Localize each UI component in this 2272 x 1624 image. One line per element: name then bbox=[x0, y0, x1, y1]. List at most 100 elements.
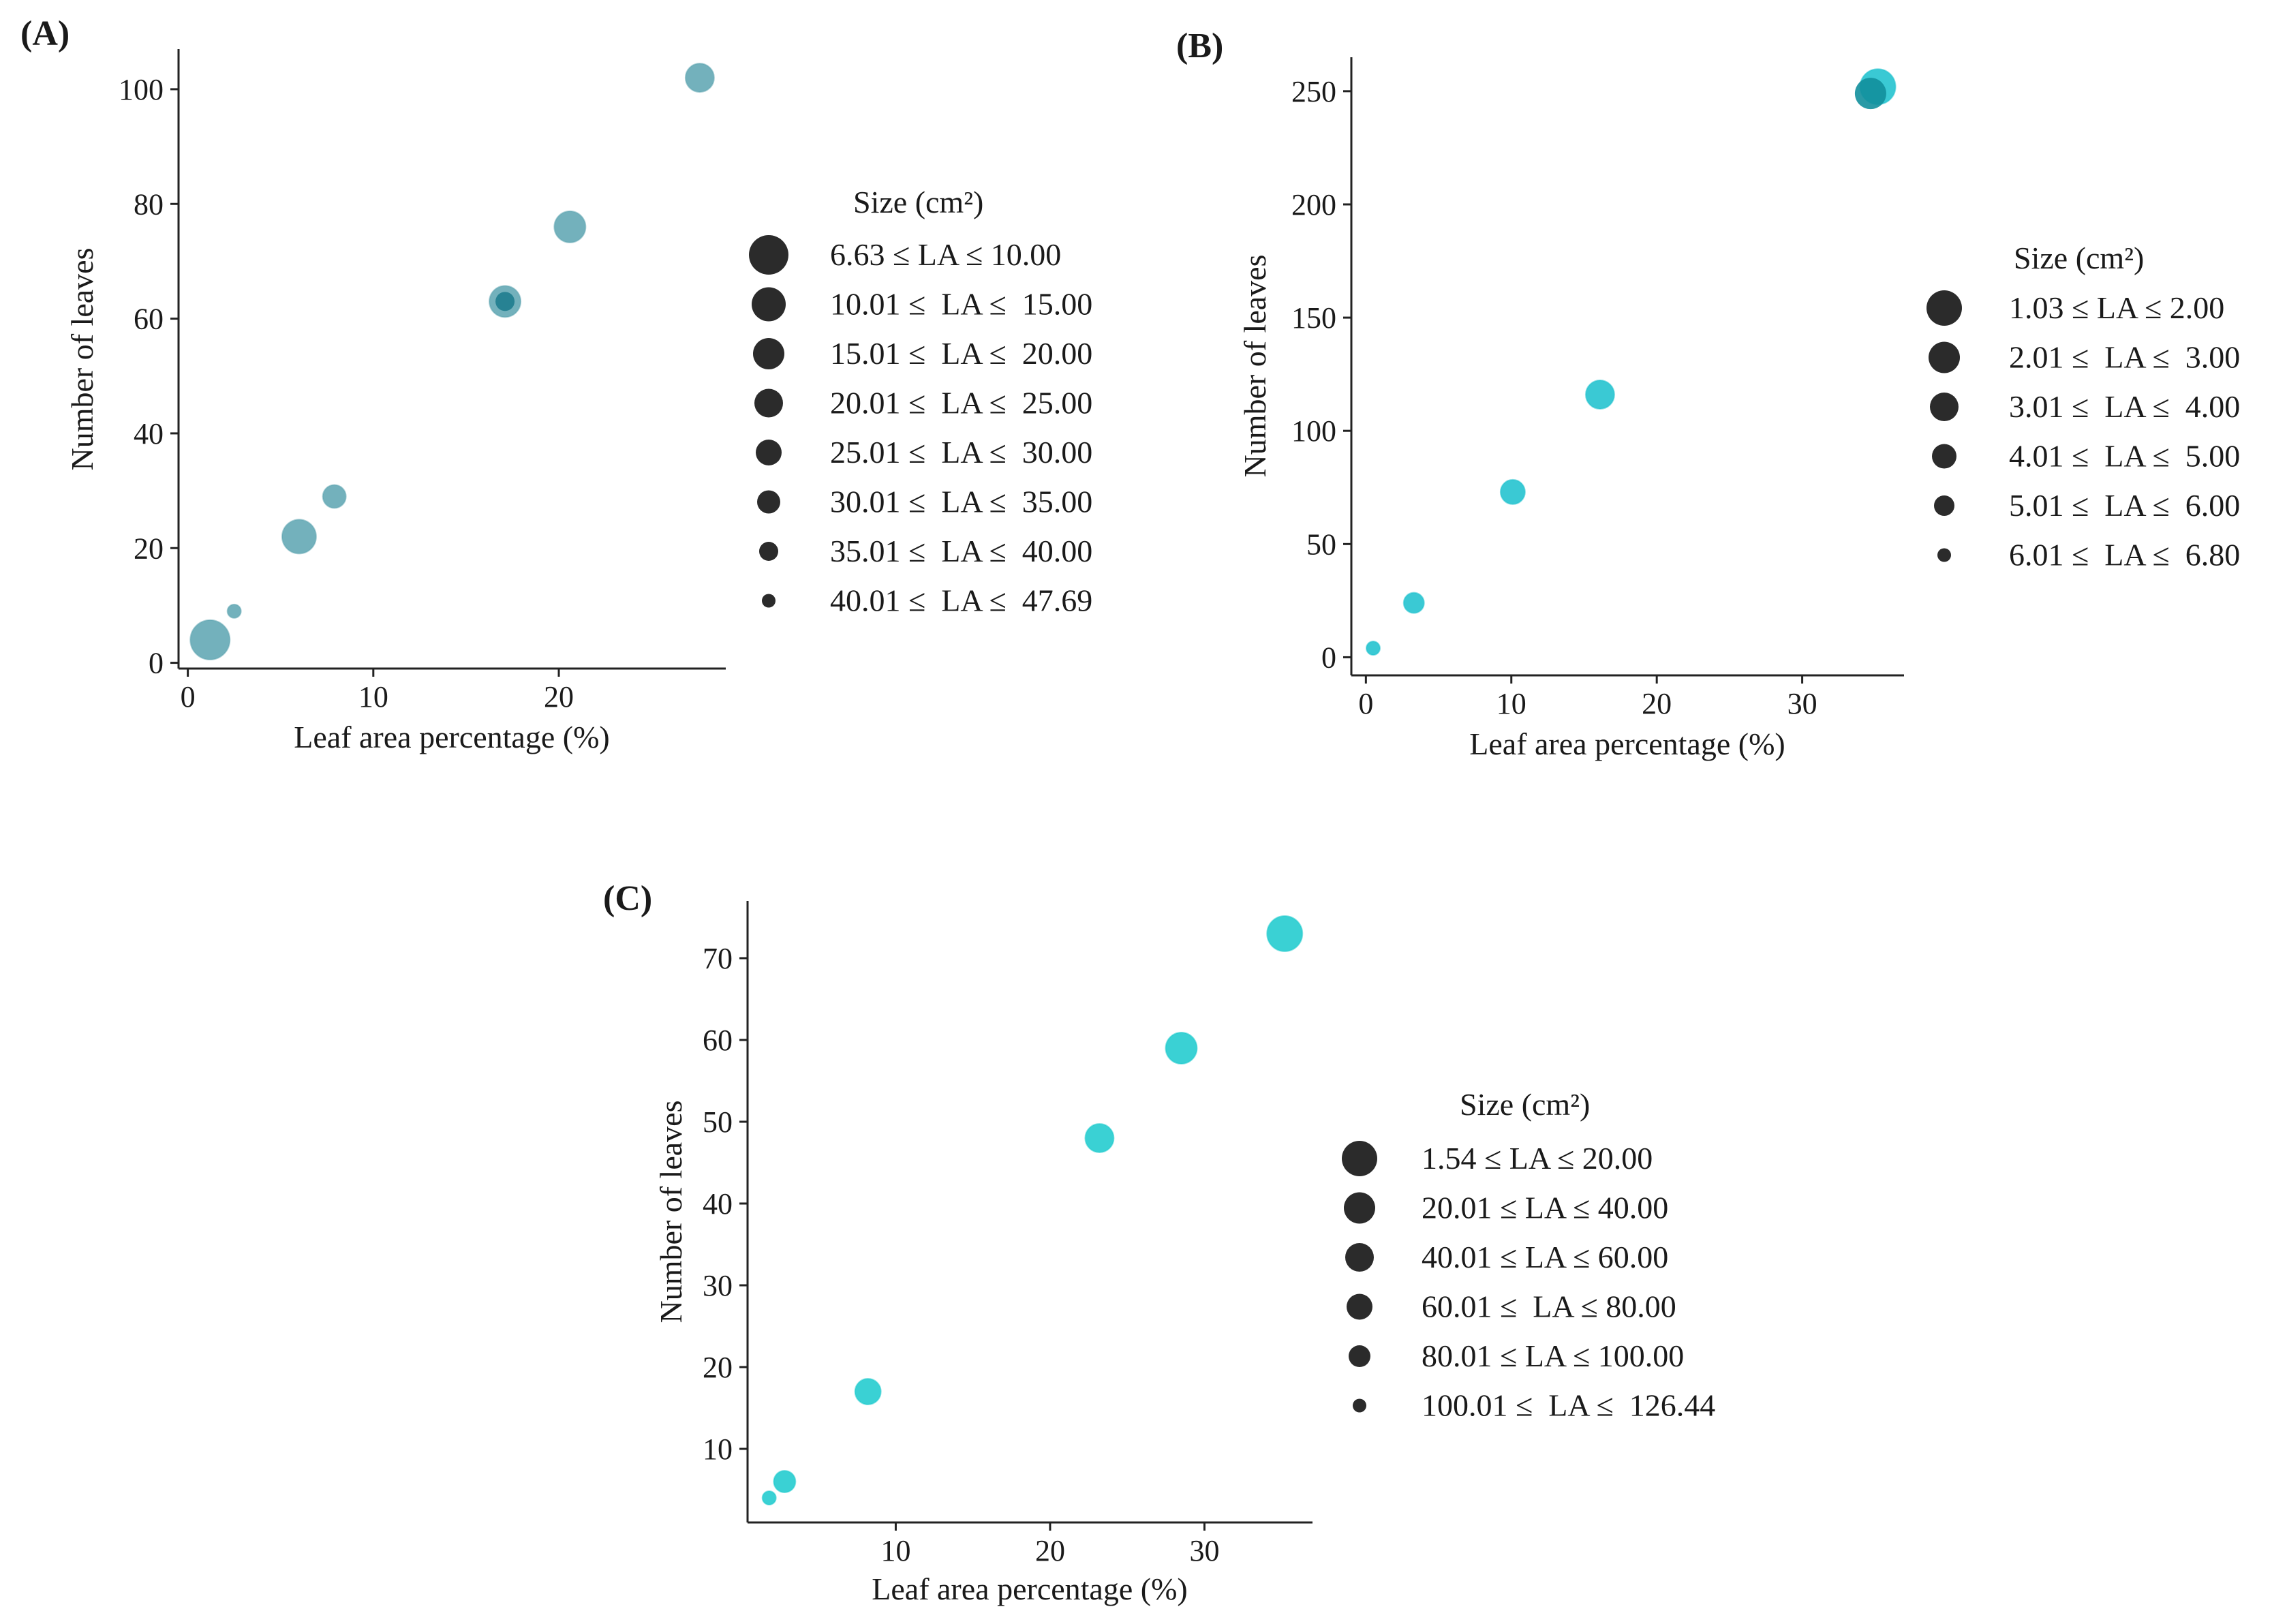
panel-c-x-axis-title: Leaf area percentage (%) bbox=[872, 1572, 1187, 1606]
panel-a-data-point bbox=[553, 210, 587, 243]
panel-a-data-point bbox=[684, 63, 715, 93]
panel-b-legend-label: 1.03 ≤ LA ≤ 2.00 bbox=[2009, 290, 2224, 325]
panel-a-y-tick-label: 0 bbox=[149, 647, 164, 680]
panel-b-legend-label: 5.01 ≤ LA ≤ 6.00 bbox=[2009, 488, 2240, 523]
panel-a-legend-label: 10.01 ≤ LA ≤ 15.00 bbox=[830, 287, 1092, 322]
panel-b-y-tick-label: 100 bbox=[1291, 414, 1336, 448]
panel-a-y-tick-label: 100 bbox=[119, 73, 164, 106]
panel-b-x-axis-title: Leaf area percentage (%) bbox=[1469, 726, 1785, 761]
panel-b-y-axis-title: Number of leaves bbox=[1238, 255, 1272, 478]
panel-c-x-tick-label: 20 bbox=[1035, 1534, 1065, 1567]
panel-a-y-tick-label: 80 bbox=[134, 187, 164, 221]
panel-c-label: (C) bbox=[603, 879, 652, 918]
panel-b-label: (B) bbox=[1176, 27, 1223, 65]
panel-a-legend: Size (cm²) 6.63 ≤ LA ≤ 10.00 10.01 ≤ LA ≤… bbox=[749, 185, 1092, 618]
panel-a-data-point bbox=[495, 292, 515, 311]
panel-c-data-point bbox=[773, 1470, 797, 1493]
panel-b-legend-label: 4.01 ≤ LA ≤ 5.00 bbox=[2009, 439, 2240, 474]
panel-a-y-axis-title: Number of leaves bbox=[65, 248, 99, 471]
panel-b-data-point bbox=[1499, 478, 1526, 505]
panel-a-legend-marker bbox=[752, 287, 786, 322]
panel-a-legend-label: 25.01 ≤ LA ≤ 30.00 bbox=[830, 435, 1092, 470]
panel-a-legend-marker bbox=[756, 440, 782, 465]
panel-b-legend-marker bbox=[1930, 393, 1959, 421]
panel-b-legend-marker bbox=[1937, 548, 1951, 562]
panel-c-legend-marker bbox=[1344, 1192, 1375, 1224]
panel-b: (B) 0 50 100 150 200 250 0 10 20 30 Leaf area pe… bbox=[1176, 27, 2240, 761]
panel-b-legend-marker bbox=[1929, 341, 1960, 373]
panel-c-y-tick-label: 10 bbox=[703, 1433, 733, 1466]
panel-b-y-tick-label: 50 bbox=[1306, 527, 1336, 561]
panel-b-x-tick-label: 0 bbox=[1358, 687, 1373, 720]
panel-a-data-point bbox=[189, 619, 231, 660]
panel-c-data-point bbox=[761, 1490, 777, 1505]
panel-a-legend-label: 35.01 ≤ LA ≤ 40.00 bbox=[830, 534, 1092, 568]
panel-c-legend-label: 60.01 ≤ LA ≤ 80.00 bbox=[1422, 1289, 1676, 1324]
panel-b-y-tick-label: 200 bbox=[1291, 188, 1336, 221]
panel-a-legend-label: 30.01 ≤ LA ≤ 35.00 bbox=[830, 485, 1092, 519]
panel-c-data-point bbox=[1165, 1032, 1198, 1064]
panel-c-legend-marker bbox=[1345, 1243, 1374, 1272]
panel-c-legend-marker bbox=[1347, 1293, 1372, 1320]
panel-a-legend-marker bbox=[754, 388, 783, 418]
panel-b-data-point bbox=[1366, 641, 1381, 656]
panel-a: (A) 0 20 40 60 80 100 0 10 20 Leaf area percent… bbox=[20, 14, 1092, 754]
panel-a-data-point bbox=[322, 484, 347, 509]
panel-c-legend-label: 20.01 ≤ LA ≤ 40.00 bbox=[1422, 1191, 1668, 1225]
panel-c-y-axis-title: Number of leaves bbox=[654, 1101, 688, 1323]
panel-b-x-tick-label: 20 bbox=[1642, 687, 1672, 720]
panel-b-data-point bbox=[1854, 78, 1886, 110]
panel-a-data-point bbox=[226, 603, 242, 619]
panel-b-legend-title: Size (cm²) bbox=[2014, 241, 2144, 275]
panel-c-legend-marker bbox=[1349, 1345, 1370, 1367]
panel-a-legend-marker bbox=[759, 542, 778, 561]
panel-b-legend: Size (cm²) 1.03 ≤ LA ≤ 2.00 2.01 ≤ LA ≤ 3… bbox=[1926, 241, 2240, 572]
panel-a-y-tick-label: 60 bbox=[134, 303, 164, 336]
panel-a-x-tick-label: 0 bbox=[181, 680, 196, 714]
panel-a-y-tick-label: 40 bbox=[134, 417, 164, 450]
panel-c-y-tick-label: 20 bbox=[703, 1351, 733, 1384]
panel-c-legend: Size (cm²) 1.54 ≤ LA ≤ 20.00 20.01 ≤ LA ≤… bbox=[1342, 1087, 1715, 1423]
panel-a-label: (A) bbox=[20, 14, 70, 53]
panel-c-legend-marker bbox=[1353, 1398, 1366, 1413]
panel-b-legend-marker bbox=[1932, 444, 1956, 469]
panel-a-legend-label: 20.01 ≤ LA ≤ 25.00 bbox=[830, 386, 1092, 420]
panel-a-legend-marker bbox=[753, 338, 784, 369]
panel-b-y-tick-label: 150 bbox=[1291, 301, 1336, 335]
panel-c-y-tick-label: 30 bbox=[703, 1269, 733, 1302]
panel-c-x-tick-label: 30 bbox=[1189, 1534, 1219, 1567]
panel-b-legend-label: 2.01 ≤ LA ≤ 3.00 bbox=[2009, 340, 2240, 375]
panel-b-x-tick-label: 30 bbox=[1787, 687, 1817, 720]
panel-b-data-point bbox=[1402, 592, 1425, 614]
panel-c-data-point bbox=[854, 1378, 882, 1405]
panel-c-legend-title: Size (cm²) bbox=[1460, 1087, 1590, 1122]
panel-b-legend-marker bbox=[1934, 495, 1954, 516]
panel-c-legend-marker bbox=[1342, 1141, 1377, 1176]
panel-c-data-point bbox=[1266, 915, 1304, 952]
panel-a-x-tick-label: 20 bbox=[544, 680, 574, 714]
panel-b-legend-label: 6.01 ≤ LA ≤ 6.80 bbox=[2009, 538, 2240, 572]
panel-c-y-tick-label: 70 bbox=[703, 942, 733, 975]
panel-a-legend-title: Size (cm²) bbox=[853, 185, 983, 219]
panel-a-legend-label: 6.63 ≤ LA ≤ 10.00 bbox=[830, 237, 1061, 272]
panel-c-y-tick-label: 60 bbox=[703, 1024, 733, 1057]
panel-a-y-tick-label: 20 bbox=[134, 532, 164, 565]
panel-b-y-tick-label: 250 bbox=[1291, 75, 1336, 108]
panel-c-legend-label: 1.54 ≤ LA ≤ 20.00 bbox=[1422, 1141, 1653, 1176]
panel-c-x-tick-label: 10 bbox=[880, 1534, 910, 1567]
panel-c-y-tick-label: 50 bbox=[703, 1105, 733, 1139]
panel-a-x-tick-label: 10 bbox=[358, 680, 388, 714]
panel-b-legend-marker bbox=[1926, 290, 1962, 326]
panel-a-data-point bbox=[281, 519, 317, 555]
panel-a-legend-label: 40.01 ≤ LA ≤ 47.69 bbox=[830, 583, 1092, 618]
panel-a-legend-marker bbox=[762, 594, 776, 608]
panel-a-legend-marker bbox=[757, 490, 780, 514]
panel-b-data-point bbox=[1584, 380, 1615, 410]
panel-a-legend-label: 15.01 ≤ LA ≤ 20.00 bbox=[830, 336, 1092, 371]
panel-c: (C) 10 20 30 40 50 60 70 10 20 30 Leaf area perc… bbox=[603, 879, 1715, 1606]
panel-c-legend-label: 80.01 ≤ LA ≤ 100.00 bbox=[1422, 1338, 1684, 1373]
panel-c-data-point bbox=[1084, 1123, 1115, 1153]
panel-b-legend-label: 3.01 ≤ LA ≤ 4.00 bbox=[2009, 389, 2240, 424]
panel-c-legend-label: 100.01 ≤ LA ≤ 126.44 bbox=[1422, 1388, 1715, 1423]
